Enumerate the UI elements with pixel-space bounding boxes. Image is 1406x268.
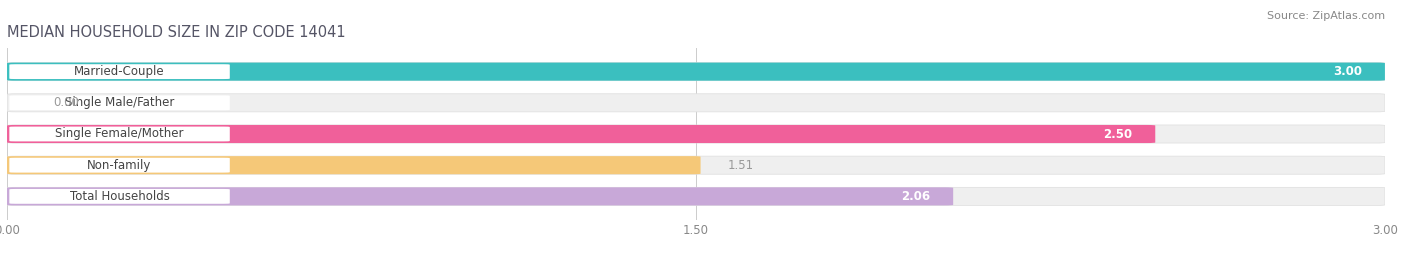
Text: Total Households: Total Households	[70, 190, 170, 203]
FancyBboxPatch shape	[7, 63, 1385, 81]
FancyBboxPatch shape	[7, 63, 1385, 81]
FancyBboxPatch shape	[10, 95, 229, 110]
Text: Single Male/Father: Single Male/Father	[65, 96, 174, 109]
FancyBboxPatch shape	[7, 156, 1385, 174]
Text: 3.00: 3.00	[1333, 65, 1362, 78]
FancyBboxPatch shape	[7, 125, 1156, 143]
Text: Single Female/Mother: Single Female/Mother	[55, 128, 184, 140]
FancyBboxPatch shape	[7, 156, 700, 174]
FancyBboxPatch shape	[10, 64, 229, 79]
FancyBboxPatch shape	[10, 189, 229, 204]
Text: MEDIAN HOUSEHOLD SIZE IN ZIP CODE 14041: MEDIAN HOUSEHOLD SIZE IN ZIP CODE 14041	[7, 25, 346, 40]
FancyBboxPatch shape	[7, 125, 1385, 143]
Text: 1.51: 1.51	[728, 159, 754, 172]
FancyBboxPatch shape	[7, 187, 1385, 205]
Text: 2.06: 2.06	[901, 190, 931, 203]
Text: 2.50: 2.50	[1104, 128, 1132, 140]
FancyBboxPatch shape	[7, 94, 1385, 112]
Text: Source: ZipAtlas.com: Source: ZipAtlas.com	[1267, 11, 1385, 21]
FancyBboxPatch shape	[10, 158, 229, 173]
FancyBboxPatch shape	[7, 187, 953, 205]
Text: Non-family: Non-family	[87, 159, 152, 172]
Text: 0.00: 0.00	[53, 96, 79, 109]
FancyBboxPatch shape	[10, 126, 229, 142]
Text: Married-Couple: Married-Couple	[75, 65, 165, 78]
